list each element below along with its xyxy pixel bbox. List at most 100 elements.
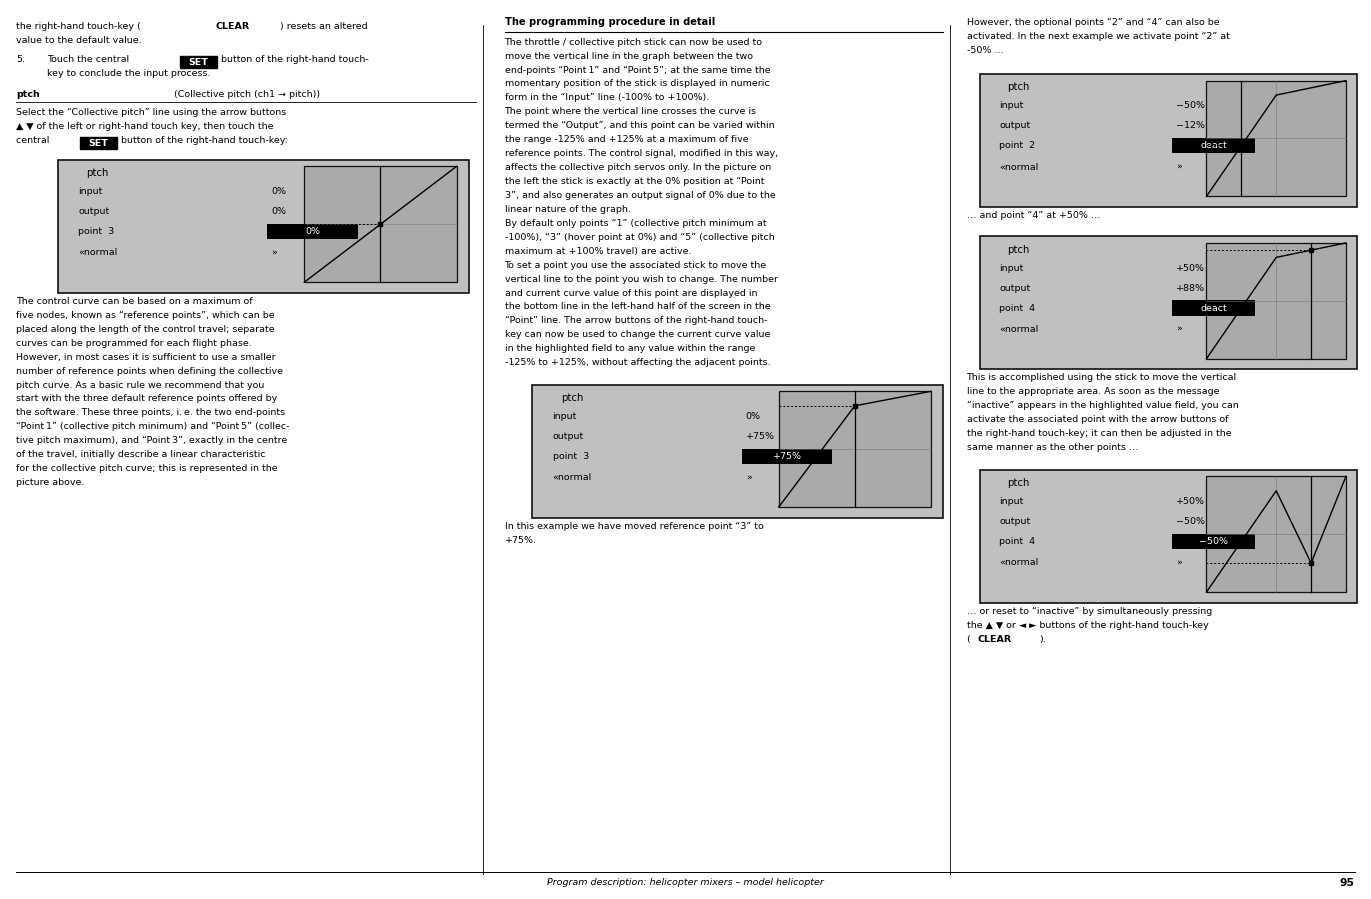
Text: … or reset to “inactive” by simultaneously pressing: … or reset to “inactive” by simultaneous… <box>967 607 1212 616</box>
Text: ptch: ptch <box>1006 245 1030 254</box>
Text: activate the associated point with the arrow buttons of: activate the associated point with the a… <box>967 415 1228 424</box>
Text: ptch: ptch <box>86 168 108 178</box>
Text: the range -125% and +125% at a maximum of five: the range -125% and +125% at a maximum o… <box>505 135 749 144</box>
Text: placed along the length of the control travel; separate: placed along the length of the control t… <box>16 325 276 334</box>
Text: «normal: «normal <box>78 248 118 257</box>
Text: -125% to +125%, without affecting the adjacent points.: -125% to +125%, without affecting the ad… <box>505 358 771 367</box>
Text: button of the right-hand touch-key:: button of the right-hand touch-key: <box>121 136 288 145</box>
Text: Select the “Collective pitch” line using the arrow buttons: Select the “Collective pitch” line using… <box>16 108 287 117</box>
Bar <box>1172 534 1256 549</box>
Text: −12%: −12% <box>1176 121 1205 130</box>
Text: input: input <box>78 187 103 196</box>
Text: ).: ). <box>1039 635 1046 644</box>
Text: output: output <box>553 432 584 441</box>
FancyBboxPatch shape <box>180 57 217 68</box>
Text: point  4: point 4 <box>999 537 1035 546</box>
Text: button of the right-hand touch-: button of the right-hand touch- <box>221 55 369 64</box>
Bar <box>980 469 1357 602</box>
Text: form in the “Input” line (-100% to +100%).: form in the “Input” line (-100% to +100%… <box>505 93 709 102</box>
Text: the software. These three points, i. e. the two end-points: the software. These three points, i. e. … <box>16 408 285 417</box>
Text: number of reference points when defining the collective: number of reference points when defining… <box>16 367 284 376</box>
Text: 5.: 5. <box>16 55 26 64</box>
Text: five nodes, known as “reference points”, which can be: five nodes, known as “reference points”,… <box>16 311 276 320</box>
Text: The throttle / collective pitch stick can now be used to: The throttle / collective pitch stick ca… <box>505 38 762 47</box>
Text: momentary position of the stick is displayed in numeric: momentary position of the stick is displ… <box>505 79 769 88</box>
Text: linear nature of the graph.: linear nature of the graph. <box>505 205 631 214</box>
Text: 95: 95 <box>1339 877 1355 888</box>
Text: «normal: «normal <box>553 473 592 483</box>
Text: −50%: −50% <box>1176 517 1205 526</box>
Text: 0%: 0% <box>746 412 761 421</box>
Text: central: central <box>16 136 53 145</box>
Text: +75%.: +75%. <box>505 536 536 545</box>
Text: -50% …: -50% … <box>967 46 1004 55</box>
Text: ptch: ptch <box>16 90 40 99</box>
Text: maximum at +100% travel) are active.: maximum at +100% travel) are active. <box>505 246 691 255</box>
Text: ptch: ptch <box>1006 82 1030 93</box>
Text: input: input <box>999 263 1024 272</box>
Text: point  3: point 3 <box>78 227 114 236</box>
Text: … and point “4” at +50% …: … and point “4” at +50% … <box>967 211 1100 220</box>
FancyBboxPatch shape <box>80 138 117 149</box>
Text: «normal: «normal <box>999 163 1038 172</box>
Text: value to the default value.: value to the default value. <box>16 36 143 45</box>
Text: point  2: point 2 <box>999 141 1035 150</box>
Text: Touch the central: Touch the central <box>47 55 132 64</box>
Bar <box>267 224 358 239</box>
Text: output: output <box>78 207 110 216</box>
Text: »: » <box>271 248 277 257</box>
Text: »: » <box>1176 325 1182 334</box>
Text: However, the optional points “2” and “4” can also be: However, the optional points “2” and “4”… <box>967 18 1219 27</box>
Text: To set a point you use the associated stick to move the: To set a point you use the associated st… <box>505 261 766 270</box>
Text: output: output <box>999 284 1031 293</box>
Text: −50%: −50% <box>1176 102 1205 111</box>
Text: input: input <box>999 102 1024 111</box>
Text: and current curve value of this point are displayed in: and current curve value of this point ar… <box>505 289 757 298</box>
Bar <box>1206 243 1346 359</box>
Text: reference points. The control signal, modified in this way,: reference points. The control signal, mo… <box>505 149 777 158</box>
Text: ptch: ptch <box>1006 478 1030 488</box>
Text: Program description: helicopter mixers – model helicopter: Program description: helicopter mixers –… <box>547 878 824 887</box>
Bar <box>980 236 1357 369</box>
Text: vertical line to the point you wish to change. The number: vertical line to the point you wish to c… <box>505 274 777 283</box>
Text: However, in most cases it is sufficient to use a smaller: However, in most cases it is sufficient … <box>16 352 276 361</box>
Text: +75%: +75% <box>746 432 775 441</box>
Text: +75%: +75% <box>772 452 802 461</box>
Text: The point where the vertical line crosses the curve is: The point where the vertical line crosse… <box>505 107 757 116</box>
Text: same manner as the other points …: same manner as the other points … <box>967 443 1138 452</box>
Bar <box>779 391 931 507</box>
Text: input: input <box>553 412 577 421</box>
Text: «normal: «normal <box>999 558 1038 567</box>
Text: affects the collective pitch servos only. In the picture on: affects the collective pitch servos only… <box>505 163 771 172</box>
Text: deact: deact <box>1200 141 1227 150</box>
Text: point  4: point 4 <box>999 304 1035 313</box>
Text: pitch curve. As a basic rule we recommend that you: pitch curve. As a basic rule we recommen… <box>16 380 265 389</box>
Text: the right-hand touch-key; it can then be adjusted in the: the right-hand touch-key; it can then be… <box>967 429 1231 438</box>
Text: the ▲ ▼ or ◄ ► buttons of the right-hand touch-key: the ▲ ▼ or ◄ ► buttons of the right-hand… <box>967 621 1208 630</box>
Text: (Collective pitch (ch1 → pitch)): (Collective pitch (ch1 → pitch)) <box>174 90 321 99</box>
Text: output: output <box>999 517 1031 526</box>
Text: picture above.: picture above. <box>16 478 85 487</box>
Bar <box>1206 476 1346 592</box>
Bar <box>58 160 469 293</box>
Text: ) resets an altered: ) resets an altered <box>280 22 367 31</box>
Bar <box>742 449 832 464</box>
Bar <box>980 74 1357 207</box>
Text: input: input <box>999 497 1024 506</box>
Text: start with the three default reference points offered by: start with the three default reference p… <box>16 395 278 404</box>
Text: the right-hand touch-key (: the right-hand touch-key ( <box>16 22 141 31</box>
Text: +50%: +50% <box>1176 263 1205 272</box>
Text: output: output <box>999 121 1031 130</box>
Text: ptch: ptch <box>561 393 583 403</box>
Text: 0%: 0% <box>271 207 287 216</box>
Text: move the vertical line in the graph between the two: move the vertical line in the graph betw… <box>505 51 753 60</box>
Text: curves can be programmed for each flight phase.: curves can be programmed for each flight… <box>16 339 252 348</box>
Text: key can now be used to change the current curve value: key can now be used to change the curren… <box>505 330 771 339</box>
Text: −50%: −50% <box>1200 537 1228 546</box>
Text: The programming procedure in detail: The programming procedure in detail <box>505 17 714 27</box>
Text: »: » <box>1176 558 1182 567</box>
Text: «normal: «normal <box>999 325 1038 334</box>
Text: 0%: 0% <box>306 227 319 236</box>
Text: for the collective pitch curve; this is represented in the: for the collective pitch curve; this is … <box>16 464 278 473</box>
Text: of the travel, initially describe a linear characteristic: of the travel, initially describe a line… <box>16 450 266 459</box>
